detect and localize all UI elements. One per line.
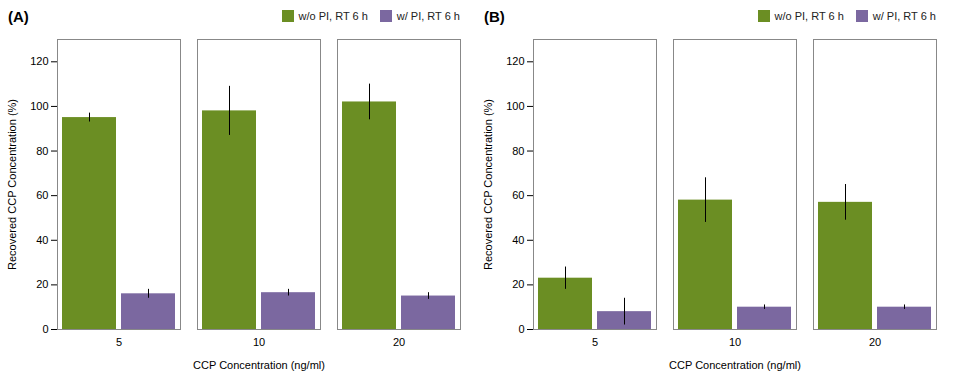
svg-text:5: 5	[592, 336, 598, 348]
svg-text:0: 0	[518, 323, 524, 335]
svg-text:80: 80	[512, 145, 524, 157]
svg-text:40: 40	[36, 234, 48, 246]
html-text:w/o PI, RT 6 h: w/o PI, RT 6 h	[298, 10, 368, 22]
svg-text:100: 100	[506, 100, 524, 112]
svg-text:10: 10	[253, 336, 265, 348]
svg-text:20: 20	[512, 278, 524, 290]
svg-text:10: 10	[729, 336, 741, 348]
svg-text:40: 40	[512, 234, 524, 246]
html-text:(B): (B)	[484, 7, 505, 25]
svg-text:0: 0	[42, 323, 48, 335]
svg-text:120: 120	[506, 55, 524, 67]
svg-text:CCP Concentration (ng/ml): CCP Concentration (ng/ml)	[193, 359, 325, 371]
svg-text:80: 80	[36, 145, 48, 157]
html-text:w/ PI, RT 6 h: w/ PI, RT 6 h	[872, 10, 936, 22]
svg-text:Recovered CCP Concentration (%: Recovered CCP Concentration (%)	[482, 99, 494, 270]
html-text:w/ PI, RT 6 h: w/ PI, RT 6 h	[396, 10, 460, 22]
svg-text:20: 20	[36, 278, 48, 290]
svg-text:20: 20	[869, 336, 881, 348]
svg-text:Recovered CCP Concentration (%: Recovered CCP Concentration (%)	[6, 99, 18, 270]
svg-text:100: 100	[30, 100, 48, 112]
svg-text:120: 120	[30, 55, 48, 67]
svg-text:20: 20	[393, 336, 405, 348]
html-text:w/o PI, RT 6 h: w/o PI, RT 6 h	[774, 10, 844, 22]
svg-text:60: 60	[36, 189, 48, 201]
svg-text:5: 5	[116, 336, 122, 348]
svg-text:CCP Concentration (ng/ml): CCP Concentration (ng/ml)	[669, 359, 801, 371]
html-text:(A): (A)	[8, 7, 29, 25]
svg-text:60: 60	[512, 189, 524, 201]
